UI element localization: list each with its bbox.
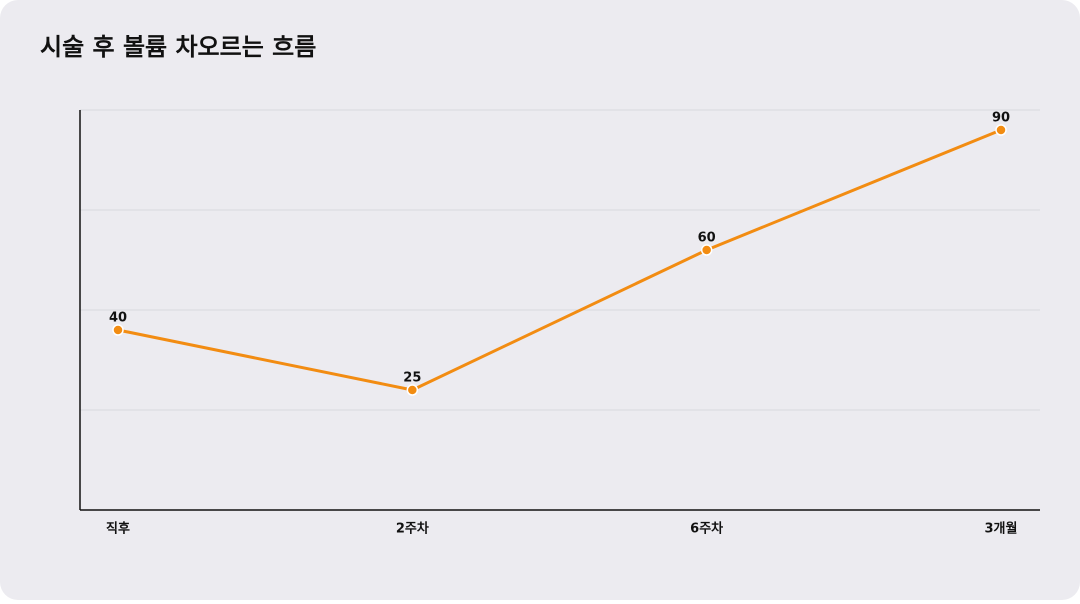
x-tick-label: 2주차 bbox=[396, 521, 429, 537]
point bbox=[406, 384, 419, 396]
value-label: 40 bbox=[109, 311, 127, 326]
point bbox=[995, 124, 1007, 136]
x-tick-label: 3개월 bbox=[985, 521, 1018, 537]
chart-title: 시술 후 볼륨 차오르는 흐름 bbox=[40, 33, 316, 61]
line bbox=[117, 128, 1002, 392]
value-label: 60 bbox=[698, 231, 716, 246]
point bbox=[700, 244, 713, 256]
point bbox=[112, 324, 124, 336]
value-label: 25 bbox=[403, 371, 421, 386]
x-tick-label: 6주차 bbox=[690, 521, 723, 537]
value-label: 90 bbox=[992, 111, 1010, 126]
x-tick-label: 직후 bbox=[106, 521, 130, 537]
